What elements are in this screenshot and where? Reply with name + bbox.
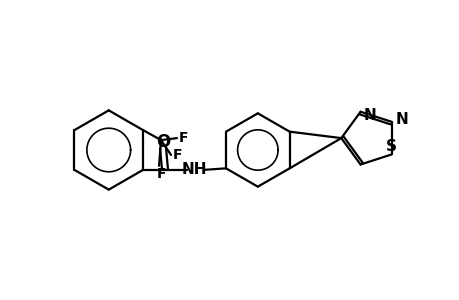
Text: F: F xyxy=(156,167,165,181)
Text: N: N xyxy=(394,112,407,127)
Text: S: S xyxy=(386,139,396,154)
Text: F: F xyxy=(173,148,182,162)
Text: N: N xyxy=(364,108,376,123)
Text: O: O xyxy=(156,133,170,151)
Text: NH: NH xyxy=(182,162,207,177)
Text: F: F xyxy=(179,131,188,145)
